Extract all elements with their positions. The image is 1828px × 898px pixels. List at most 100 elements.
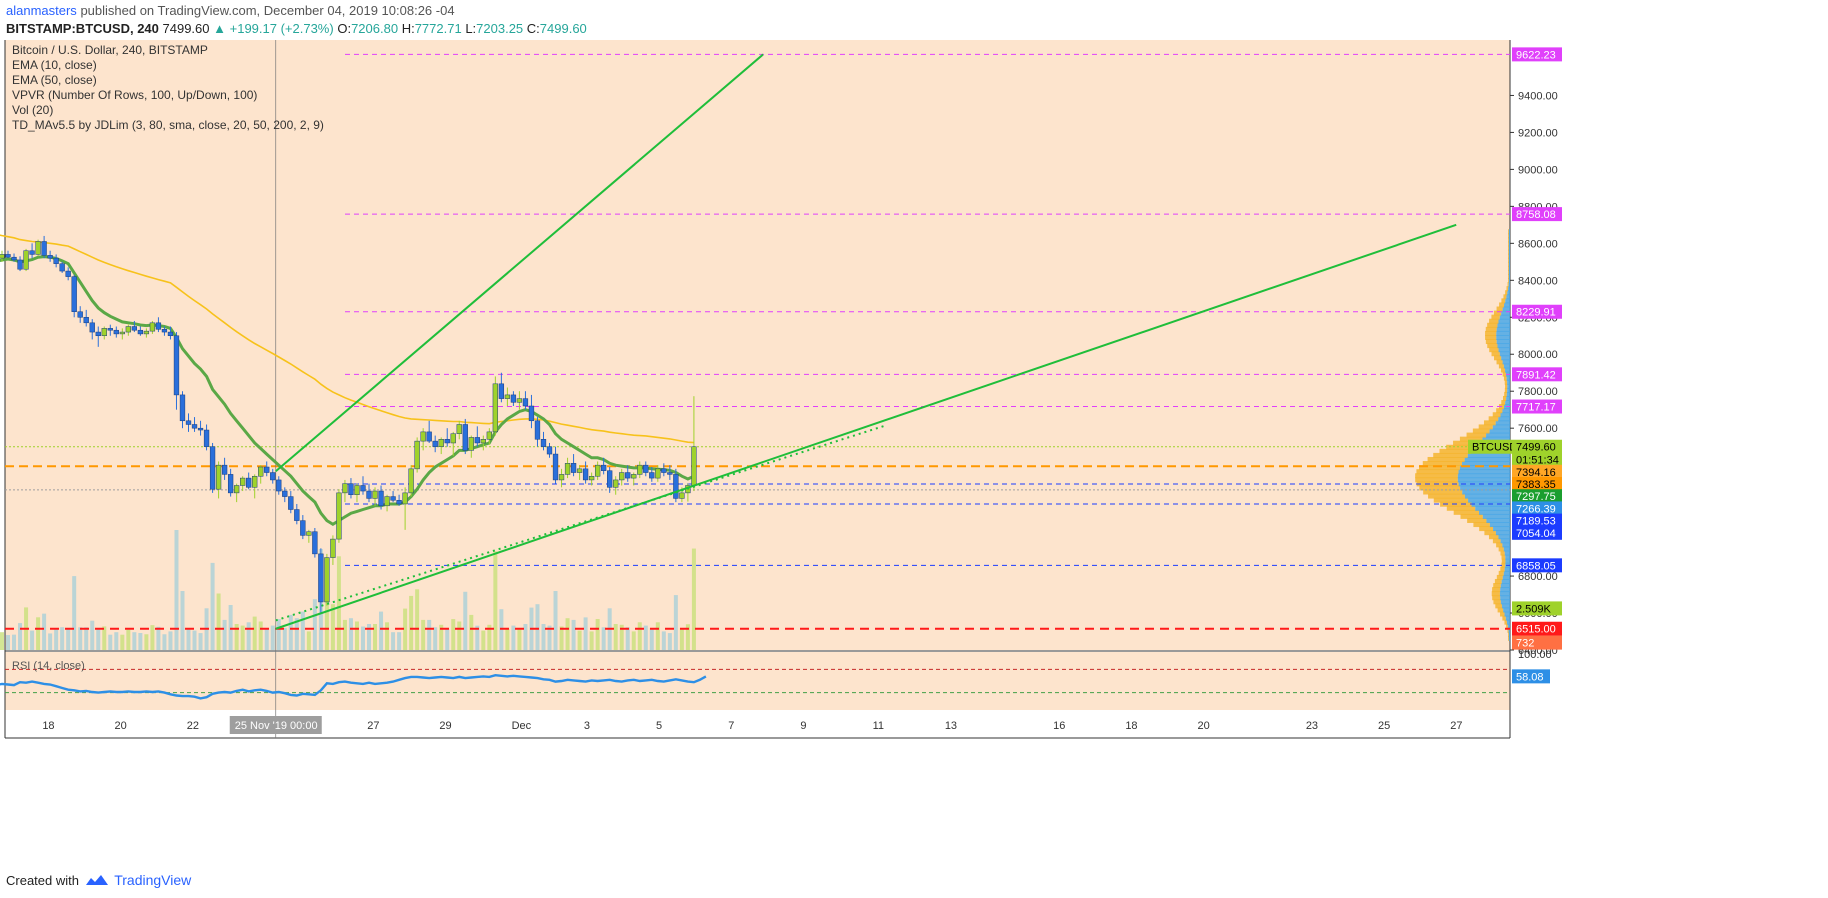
price-tick-label: 8400.00 [1518, 275, 1558, 287]
candle-body [246, 477, 252, 488]
volume-bar [679, 628, 684, 650]
candle-body [582, 468, 589, 481]
candle-body [324, 557, 330, 603]
vpvr-bar-down [1489, 522, 1510, 528]
candle-body [23, 250, 29, 270]
time-tick-label: 18 [42, 720, 54, 732]
price-tick-label: 9400.00 [1518, 90, 1558, 102]
price-badge [1512, 452, 1562, 467]
vpvr-bar-up [1493, 310, 1502, 316]
volume-bar [475, 625, 480, 650]
vpvr-bar-up [1453, 509, 1480, 515]
price-badge [1512, 489, 1562, 504]
price-badge [1512, 513, 1562, 528]
vpvr-bar-up [1504, 387, 1508, 393]
volume-bar [240, 625, 245, 650]
volume-bar [246, 622, 251, 650]
tradingview-link[interactable]: TradingView [114, 872, 192, 888]
candle-body [625, 472, 631, 479]
candle-body [203, 429, 210, 447]
candle-body [655, 468, 661, 479]
vpvr-bar-up [1504, 379, 1508, 385]
volume-bar [565, 618, 570, 650]
price-axis[interactable] [1510, 40, 1828, 738]
vpvr-bar-up [1423, 489, 1463, 495]
vpvr-bar-up [1508, 233, 1509, 239]
vpvr-bar-down [1505, 298, 1510, 304]
price-badge-label: 2.509K [1516, 603, 1552, 615]
vpvr-bar-up [1492, 412, 1501, 418]
rsi-value-label: 58.08 [1516, 671, 1544, 683]
candle-body [607, 470, 613, 488]
candle-body [89, 322, 95, 333]
vpvr-bar-down [1502, 408, 1510, 414]
price-badge [1512, 601, 1562, 616]
vpvr-bar-down [1506, 395, 1510, 401]
candle-body [342, 483, 348, 494]
volume-bar [78, 627, 83, 650]
price-badge-label: BTCUSD [1472, 442, 1517, 454]
vpvr-bar-down [1496, 330, 1510, 336]
candle-body [221, 464, 228, 475]
volume-bar [174, 530, 179, 650]
vpvr-bar-down [1508, 245, 1510, 251]
volume-bar [589, 631, 594, 650]
volume-bar [342, 619, 347, 650]
volume-bar [493, 551, 498, 650]
price-badge [1512, 47, 1562, 62]
candle-body [534, 420, 541, 440]
vpvr-bar-down [1492, 424, 1510, 430]
volume-bar [385, 622, 390, 650]
vpvr-bar-down [1500, 412, 1510, 418]
vpvr-bar-down [1503, 570, 1510, 576]
candle-body [390, 496, 396, 501]
vpvr-bar-down [1458, 481, 1510, 487]
vpvr-bar-up [1506, 286, 1509, 292]
vpvr-bar-up [1478, 424, 1493, 430]
trendline [275, 53, 764, 473]
rsi-pane[interactable] [5, 652, 1510, 710]
vpvr-bar-down [1499, 314, 1510, 320]
vpvr-bar-up [1506, 623, 1508, 629]
price-tick-label: 9200.00 [1518, 127, 1558, 139]
candle-body [420, 431, 426, 442]
vpvr-bar-up [1501, 298, 1506, 304]
btc-chart[interactable]: 9400.009200.009000.008800.008600.008400.… [0, 40, 1828, 870]
time-tick-label: 7 [728, 720, 734, 732]
volume-bar [42, 613, 47, 650]
time-tick-label: 16 [1053, 720, 1065, 732]
time-tick-label: 13 [945, 720, 957, 732]
vpvr-bar-up [1488, 416, 1499, 422]
rsi-title: RSI (14, close) [12, 660, 85, 672]
crosshair-time-label: 25 Nov '19 00:00 [235, 720, 318, 732]
price-badge [1512, 558, 1562, 573]
vpvr-bar-up [1499, 302, 1505, 308]
vpvr-bar-down [1506, 391, 1510, 397]
vpvr-bar-down [1508, 631, 1510, 637]
vpvr-bar-up [1422, 461, 1463, 467]
vpvr-bar-up [1503, 375, 1507, 381]
volume-bar [36, 617, 41, 650]
volume-bar [138, 633, 143, 650]
price-badge-label: 7891.42 [1516, 369, 1556, 381]
candle-body [282, 490, 288, 497]
legend-indicator: VPVR (Number Of Rows, 100, Up/Down, 100) [12, 88, 257, 102]
vpvr-bar-up [1498, 363, 1504, 369]
candle-body [53, 257, 59, 264]
vpvr-bar-up [1507, 282, 1509, 288]
vpvr-bar-up [1500, 611, 1505, 617]
candle-body [558, 474, 565, 481]
candle-body [95, 331, 101, 337]
volume-bar [96, 628, 101, 650]
vpvr-bar-down [1460, 485, 1510, 491]
price-badge [1512, 464, 1562, 479]
vpvr-bar-down [1464, 493, 1510, 499]
volume-bar [312, 599, 317, 650]
vpvr-bar-down [1502, 542, 1510, 548]
price-badge-label: 7499.60 [1516, 442, 1556, 454]
vpvr-bar-up [1505, 290, 1508, 296]
volume-bar [108, 634, 113, 650]
volume-bar [691, 548, 696, 650]
author-link[interactable]: alanmasters [6, 3, 77, 18]
candle-body [191, 424, 198, 429]
